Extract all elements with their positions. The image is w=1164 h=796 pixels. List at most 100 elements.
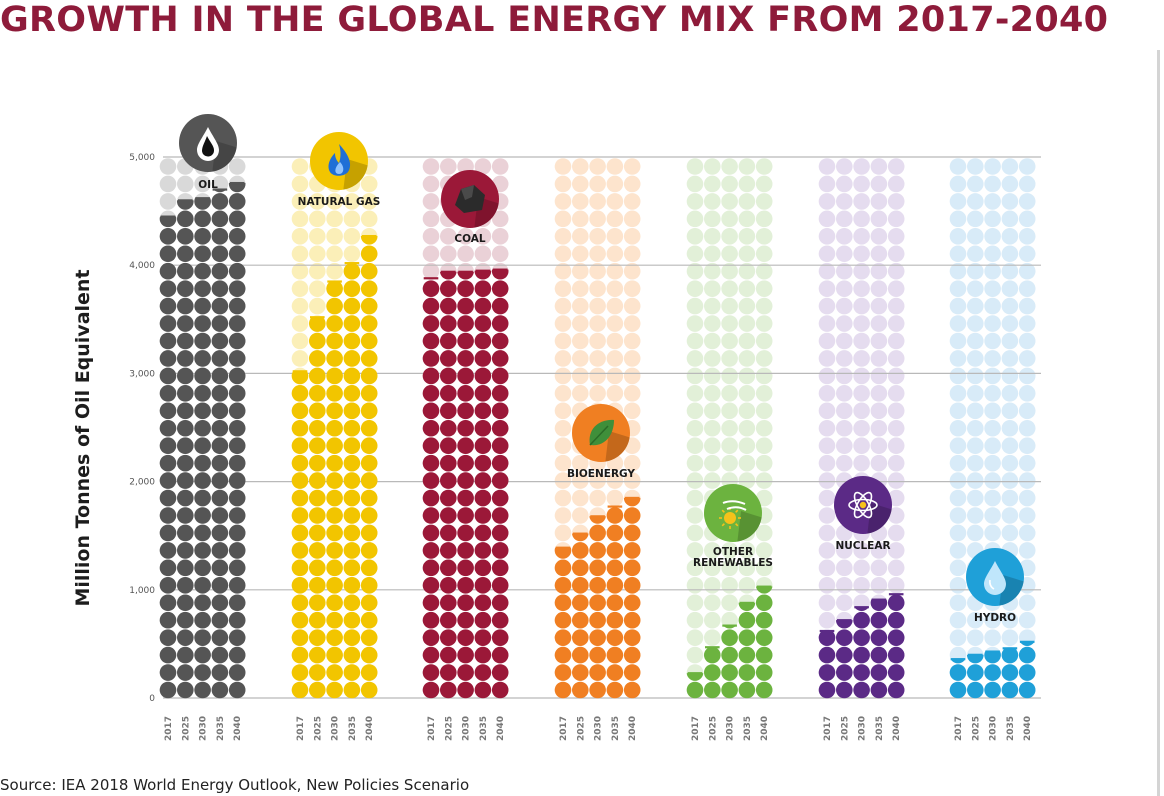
- value-dot: [211, 297, 229, 315]
- background-dot: [818, 315, 836, 332]
- background-dot: [686, 280, 704, 297]
- bar-top-line: [573, 532, 588, 535]
- background-dot: [887, 542, 905, 559]
- value-dot: [474, 419, 492, 437]
- background-dot: [589, 175, 606, 193]
- value-dot: [422, 419, 440, 437]
- bar-hydro-2035: [1001, 648, 1019, 699]
- background-dot: [606, 489, 624, 507]
- bar-hydro-2030: [984, 651, 1001, 699]
- background-dot: [422, 158, 440, 175]
- value-dot: [623, 611, 641, 629]
- background-dot: [949, 524, 967, 542]
- value-dot: [457, 559, 474, 577]
- background-dot: [704, 210, 721, 228]
- x-tick-label: 2025: [840, 716, 850, 741]
- background-dot: [818, 228, 836, 245]
- value-dot: [422, 629, 440, 646]
- value-dot: [343, 577, 361, 594]
- value-dot: [836, 681, 853, 699]
- x-tick-label: 2040: [628, 716, 638, 741]
- value-dot: [1018, 646, 1036, 664]
- value-dot: [343, 454, 361, 472]
- x-tick-label: 2035: [1006, 716, 1016, 741]
- x-tick-label: 2040: [892, 716, 902, 741]
- value-dot: [194, 198, 211, 210]
- background-dot: [870, 419, 888, 437]
- background-dot: [1018, 437, 1036, 455]
- value-dot: [291, 681, 309, 699]
- background-dot: [704, 402, 721, 420]
- background-dot: [1001, 210, 1019, 228]
- value-dot: [474, 646, 492, 664]
- background-dot: [623, 315, 641, 332]
- value-dot: [228, 367, 246, 385]
- value-dot: [738, 646, 756, 664]
- y-tick-label: 3,000: [129, 369, 155, 379]
- x-tick-label: 2040: [365, 716, 375, 741]
- background-dot: [1018, 542, 1036, 559]
- value-dot: [177, 489, 194, 507]
- background-dot: [836, 350, 853, 367]
- background-dot: [1001, 507, 1019, 524]
- background-dot: [704, 577, 721, 594]
- background-dot: [818, 332, 836, 350]
- background-dot: [704, 454, 721, 472]
- value-dot: [159, 402, 177, 420]
- background-dot: [1018, 611, 1036, 629]
- value-dot: [474, 350, 492, 367]
- background-dot: [291, 315, 309, 332]
- value-dot: [343, 472, 361, 489]
- value-dot: [870, 629, 888, 646]
- value-dot: [177, 350, 194, 367]
- value-dot: [228, 507, 246, 524]
- background-dot: [554, 210, 572, 228]
- background-dot: [491, 228, 509, 245]
- background-dot: [291, 350, 309, 367]
- value-dot: [343, 367, 361, 385]
- background-dot: [836, 419, 853, 437]
- background-dot: [491, 210, 509, 228]
- x-tick-label: 2030: [726, 716, 736, 741]
- value-dot: [554, 577, 572, 594]
- value-dot: [309, 472, 326, 489]
- value-dot: [360, 350, 378, 367]
- value-dot: [589, 524, 606, 542]
- value-dot: [177, 402, 194, 420]
- background-dot: [704, 419, 721, 437]
- background-dot: [686, 350, 704, 367]
- series-label: NATURAL GAS: [298, 196, 381, 208]
- y-tick-labels: 0 1,000 2,000 3,000 4,000 5,000: [129, 153, 155, 704]
- value-dot: [159, 332, 177, 350]
- value-dot: [474, 270, 492, 280]
- background-dot: [949, 280, 967, 297]
- background-dot: [721, 350, 738, 367]
- background-dot: [1001, 158, 1019, 175]
- background-dot: [291, 228, 309, 245]
- background-dot: [704, 542, 721, 559]
- background-dot: [686, 210, 704, 228]
- background-dot: [686, 175, 704, 193]
- background-dot: [738, 262, 756, 280]
- background-dot: [721, 245, 738, 263]
- background-dot: [853, 332, 870, 350]
- background-dot: [1001, 245, 1019, 263]
- background-dot: [721, 367, 738, 385]
- background-dot: [1018, 315, 1036, 332]
- background-dot: [738, 419, 756, 437]
- background-dot: [984, 210, 1001, 228]
- value-dot: [1018, 664, 1036, 681]
- background-dot: [836, 402, 853, 420]
- value-dot: [491, 664, 509, 681]
- value-dot: [326, 577, 343, 594]
- series-label: OTHER: [713, 546, 753, 558]
- background-dot: [704, 297, 721, 315]
- value-dot: [422, 454, 440, 472]
- value-dot: [606, 524, 624, 542]
- value-dot: [422, 664, 440, 681]
- background-dot: [853, 228, 870, 245]
- background-dot: [870, 297, 888, 315]
- value-dot: [818, 630, 836, 646]
- background-dot: [572, 175, 589, 193]
- value-dot: [623, 497, 641, 507]
